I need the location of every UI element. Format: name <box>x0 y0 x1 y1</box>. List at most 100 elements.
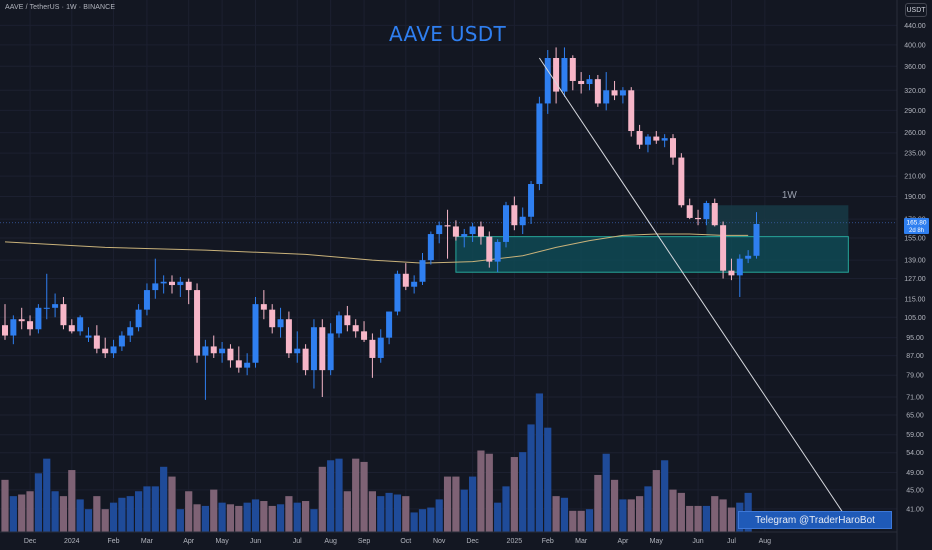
trendline[interactable] <box>538 57 853 528</box>
candle[interactable] <box>703 200 710 226</box>
candle[interactable] <box>503 201 509 248</box>
candle[interactable] <box>745 250 752 264</box>
candle[interactable] <box>110 339 117 358</box>
candle[interactable] <box>2 304 8 340</box>
candle[interactable] <box>469 222 476 242</box>
candle-body <box>110 346 117 354</box>
candle[interactable] <box>444 209 451 259</box>
candle[interactable] <box>210 335 217 358</box>
zone-upper[interactable] <box>706 205 849 237</box>
candle[interactable] <box>227 344 234 368</box>
candle[interactable] <box>310 319 317 389</box>
candle[interactable] <box>578 72 585 94</box>
candle[interactable] <box>670 134 676 165</box>
currency-badge[interactable]: USDT <box>905 3 927 17</box>
candle[interactable] <box>269 304 276 334</box>
candle[interactable] <box>736 254 743 297</box>
candle[interactable] <box>544 50 551 114</box>
candle[interactable] <box>202 339 209 400</box>
candle[interactable] <box>118 331 125 351</box>
time-axis[interactable]: Dec 2024 Feb Mar Apr May Jun Jul Aug Sep Oct Nov Dec… <box>0 531 897 545</box>
candle[interactable] <box>411 275 418 294</box>
candle[interactable] <box>93 325 100 354</box>
candle[interactable] <box>494 239 501 273</box>
candle[interactable] <box>127 321 134 342</box>
candle[interactable] <box>644 134 651 153</box>
candle[interactable] <box>611 80 618 101</box>
candle[interactable] <box>661 134 668 148</box>
candle[interactable] <box>252 296 259 368</box>
candle[interactable] <box>436 221 443 244</box>
candle[interactable] <box>728 258 735 281</box>
candle[interactable] <box>402 263 409 291</box>
candle[interactable] <box>695 209 702 226</box>
candle[interactable] <box>569 55 576 91</box>
candle[interactable] <box>302 344 309 376</box>
candle[interactable] <box>711 198 718 227</box>
candle[interactable] <box>260 290 267 320</box>
candle[interactable] <box>102 337 109 358</box>
candle[interactable] <box>678 153 685 208</box>
candle[interactable] <box>561 47 568 97</box>
candle[interactable] <box>369 333 376 378</box>
candle[interactable] <box>594 74 601 107</box>
zone-lower[interactable] <box>455 236 849 273</box>
price-axis[interactable]: 440.00 400.00 360.00 320.00 290.00 260.00 235.… <box>896 0 929 550</box>
candle[interactable] <box>177 276 184 297</box>
candle[interactable] <box>511 196 518 231</box>
candle[interactable] <box>619 87 626 104</box>
candle[interactable] <box>319 319 326 397</box>
candle[interactable] <box>294 331 301 363</box>
candle[interactable] <box>336 311 342 338</box>
candle[interactable] <box>60 296 67 330</box>
candle[interactable] <box>486 231 493 268</box>
candle[interactable] <box>394 270 401 316</box>
candle[interactable] <box>720 221 727 279</box>
candle[interactable] <box>753 212 760 259</box>
candle[interactable] <box>244 353 251 376</box>
candle[interactable] <box>235 346 242 373</box>
candle[interactable] <box>285 311 292 358</box>
candle[interactable] <box>18 307 25 330</box>
candle[interactable] <box>519 207 526 235</box>
candle[interactable] <box>477 221 484 245</box>
candle[interactable] <box>386 311 393 345</box>
candle[interactable] <box>27 315 34 336</box>
candle[interactable] <box>586 74 593 91</box>
candle[interactable] <box>528 181 535 224</box>
candle[interactable] <box>653 131 660 144</box>
candle[interactable] <box>427 231 434 265</box>
candle[interactable] <box>686 198 693 220</box>
candle[interactable] <box>461 228 468 248</box>
candle[interactable] <box>327 323 334 376</box>
candle[interactable] <box>636 124 643 149</box>
candle[interactable] <box>43 273 50 320</box>
candle[interactable] <box>219 341 226 363</box>
candle[interactable] <box>35 304 42 334</box>
candle[interactable] <box>52 293 59 318</box>
candle[interactable] <box>10 315 17 345</box>
candle[interactable] <box>143 283 150 316</box>
candle[interactable] <box>160 275 167 294</box>
volume-bar <box>1 479 9 532</box>
candle[interactable] <box>344 305 351 332</box>
candle[interactable] <box>152 258 159 299</box>
candle[interactable] <box>169 275 175 294</box>
candle[interactable] <box>553 47 560 104</box>
candle[interactable] <box>277 307 284 338</box>
candle[interactable] <box>77 315 84 336</box>
candle[interactable] <box>628 87 635 137</box>
candle[interactable] <box>352 319 359 338</box>
candle[interactable] <box>419 252 426 286</box>
candle[interactable] <box>452 220 459 241</box>
candle[interactable] <box>185 278 192 305</box>
candle[interactable] <box>603 72 610 111</box>
candle[interactable] <box>135 304 142 332</box>
candle[interactable] <box>85 327 92 342</box>
candle[interactable] <box>361 321 368 342</box>
candle[interactable] <box>194 283 201 363</box>
candle[interactable] <box>68 319 75 334</box>
candle[interactable] <box>536 96 543 191</box>
candle[interactable] <box>377 329 384 363</box>
